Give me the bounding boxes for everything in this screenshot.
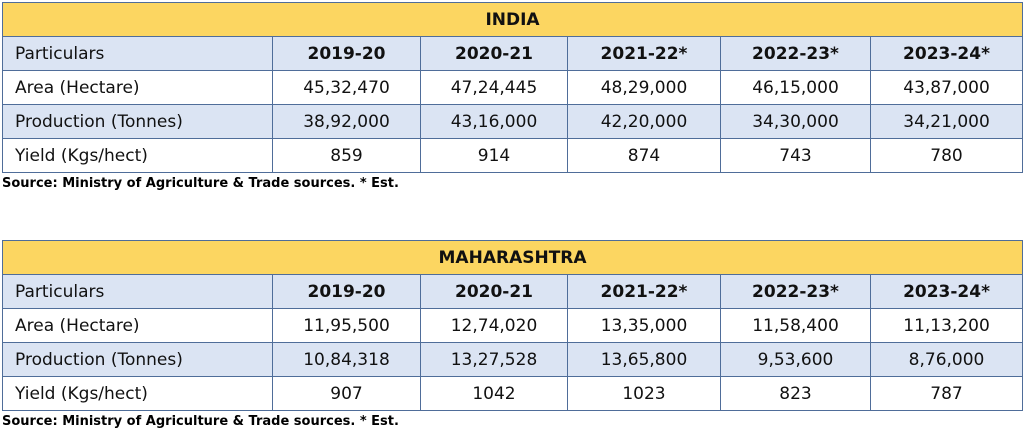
table-title: INDIA (1, 2, 1024, 37)
table-block: MAHARASHTRA Particulars 2019-20 2020-21 2021… (1, 240, 1024, 429)
cell: 10,84,318 (272, 342, 421, 377)
cell: 11,13,200 (869, 308, 1024, 343)
cell: 914 (420, 138, 568, 173)
row-label: Production (Tonnes) (2, 104, 273, 139)
cell: 13,65,800 (567, 342, 721, 377)
header-cell: 2021-22* (567, 274, 721, 309)
table-block: INDIA Particulars 2019-20 2020-21 2021-22* 20… (1, 2, 1024, 191)
header-cell: Particulars (2, 36, 273, 71)
row-label: Area (Hectare) (2, 308, 273, 343)
cell: 47,24,445 (420, 70, 568, 105)
cell: 907 (272, 376, 421, 411)
header-cell: 2019-20 (272, 36, 421, 71)
cell: 46,15,000 (720, 70, 871, 105)
cell: 780 (869, 138, 1024, 173)
header-cell: Particulars (2, 274, 273, 309)
header-cell: 2019-20 (272, 274, 421, 309)
data-row: Production (Tonnes) 10,84,318 13,27,528 13,… (2, 342, 1024, 377)
data-table: MAHARASHTRA Particulars 2019-20 2020-21 2021… (1, 240, 1024, 411)
cell: 42,20,000 (567, 104, 721, 139)
table-title: MAHARASHTRA (1, 240, 1024, 275)
source-note: Source: Ministry of Agriculture & Trade … (2, 176, 399, 191)
title-row: MAHARASHTRA (1, 240, 1024, 275)
cell: 11,95,500 (272, 308, 421, 343)
cell: 38,92,000 (272, 104, 421, 139)
data-row: Yield (Kgs/hect) 907 1042 1023 823 787 (2, 376, 1024, 411)
cell: 787 (869, 376, 1024, 411)
header-cell: 2021-22* (567, 36, 721, 71)
cell: 8,76,000 (869, 342, 1024, 377)
cell: 45,32,470 (272, 70, 421, 105)
header-cell: 2023-24* (869, 36, 1024, 71)
cell: 12,74,020 (420, 308, 568, 343)
data-row: Area (Hectare) 11,95,500 12,74,020 13,35,00… (2, 308, 1024, 343)
cell: 13,35,000 (567, 308, 721, 343)
cell: 1042 (420, 376, 568, 411)
row-label: Production (Tonnes) (2, 342, 273, 377)
data-row: Yield (Kgs/hect) 859 914 874 743 780 (2, 138, 1024, 173)
row-label: Yield (Kgs/hect) (2, 376, 273, 411)
data-row: Area (Hectare) 45,32,470 47,24,445 48,29,00… (2, 70, 1024, 105)
row-label: Yield (Kgs/hect) (2, 138, 273, 173)
header-cell: 2020-21 (420, 274, 568, 309)
data-row: Production (Tonnes) 38,92,000 43,16,000 42,… (2, 104, 1024, 139)
title-row: INDIA (1, 2, 1024, 37)
header-cell: 2023-24* (869, 274, 1024, 309)
header-cell: 2020-21 (420, 36, 568, 71)
cell: 743 (720, 138, 871, 173)
cell: 43,16,000 (420, 104, 568, 139)
source-note: Source: Ministry of Agriculture & Trade … (2, 414, 399, 429)
data-table: INDIA Particulars 2019-20 2020-21 2021-22* 20… (1, 2, 1024, 173)
cell: 11,58,400 (720, 308, 871, 343)
header-cell: 2022-23* (720, 274, 871, 309)
cell: 9,53,600 (720, 342, 871, 377)
cell: 13,27,528 (420, 342, 568, 377)
row-label: Area (Hectare) (2, 70, 273, 105)
cell: 43,87,000 (869, 70, 1024, 105)
cell: 48,29,000 (567, 70, 721, 105)
cell: 874 (567, 138, 721, 173)
cell: 1023 (567, 376, 721, 411)
cell: 823 (720, 376, 871, 411)
header-row: Particulars 2019-20 2020-21 2021-22* 2022-23… (2, 36, 1024, 71)
cell: 34,30,000 (720, 104, 871, 139)
cell: 859 (272, 138, 421, 173)
header-row: Particulars 2019-20 2020-21 2021-22* 2022-23… (2, 274, 1024, 309)
cell: 34,21,000 (869, 104, 1024, 139)
header-cell: 2022-23* (720, 36, 871, 71)
